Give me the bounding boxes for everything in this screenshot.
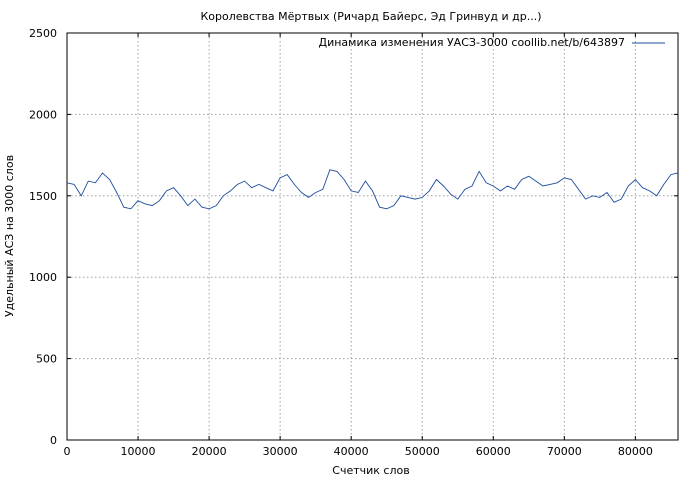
x-tick-label: 80000: [618, 445, 653, 458]
y-tick-label: 1000: [29, 271, 57, 284]
x-tick-label: 70000: [547, 445, 582, 458]
x-axis-label: Счетчик слов: [332, 464, 409, 477]
y-tick-label: 1500: [29, 190, 57, 203]
y-tick-label: 500: [36, 353, 57, 366]
x-tick-label: 0: [64, 445, 71, 458]
y-tick-label: 2000: [29, 108, 57, 121]
x-tick-label: 30000: [263, 445, 298, 458]
x-tick-label: 40000: [334, 445, 369, 458]
y-axis-ticks: 0 500 1000 1500 2000 2500: [29, 27, 678, 447]
legend: Динамика изменения УАСЗ-3000 coollib.net…: [319, 36, 665, 49]
series-group: [66, 169, 679, 210]
series-line: [66, 169, 679, 210]
plot-frame: [66, 32, 679, 441]
x-tick-label: 60000: [476, 445, 511, 458]
y-tick-label: 2500: [29, 27, 57, 40]
x-axis-ticks: 0 10000 20000 30000 40000 50000 60000 70000 8000…: [64, 33, 653, 458]
x-tick-label: 50000: [405, 445, 440, 458]
legend-label: Динамика изменения УАСЗ-3000 coollib.net…: [319, 36, 626, 49]
y-axis-label: Удельный АСЗ на 3000 слов: [3, 155, 16, 317]
y-tick-label: 0: [50, 434, 57, 447]
x-tick-label: 10000: [121, 445, 156, 458]
x-tick-label: 20000: [192, 445, 227, 458]
grid: [67, 33, 678, 440]
chart-title: Королевства Мёртвых (Ричард Байерс, Эд Г…: [200, 10, 541, 23]
